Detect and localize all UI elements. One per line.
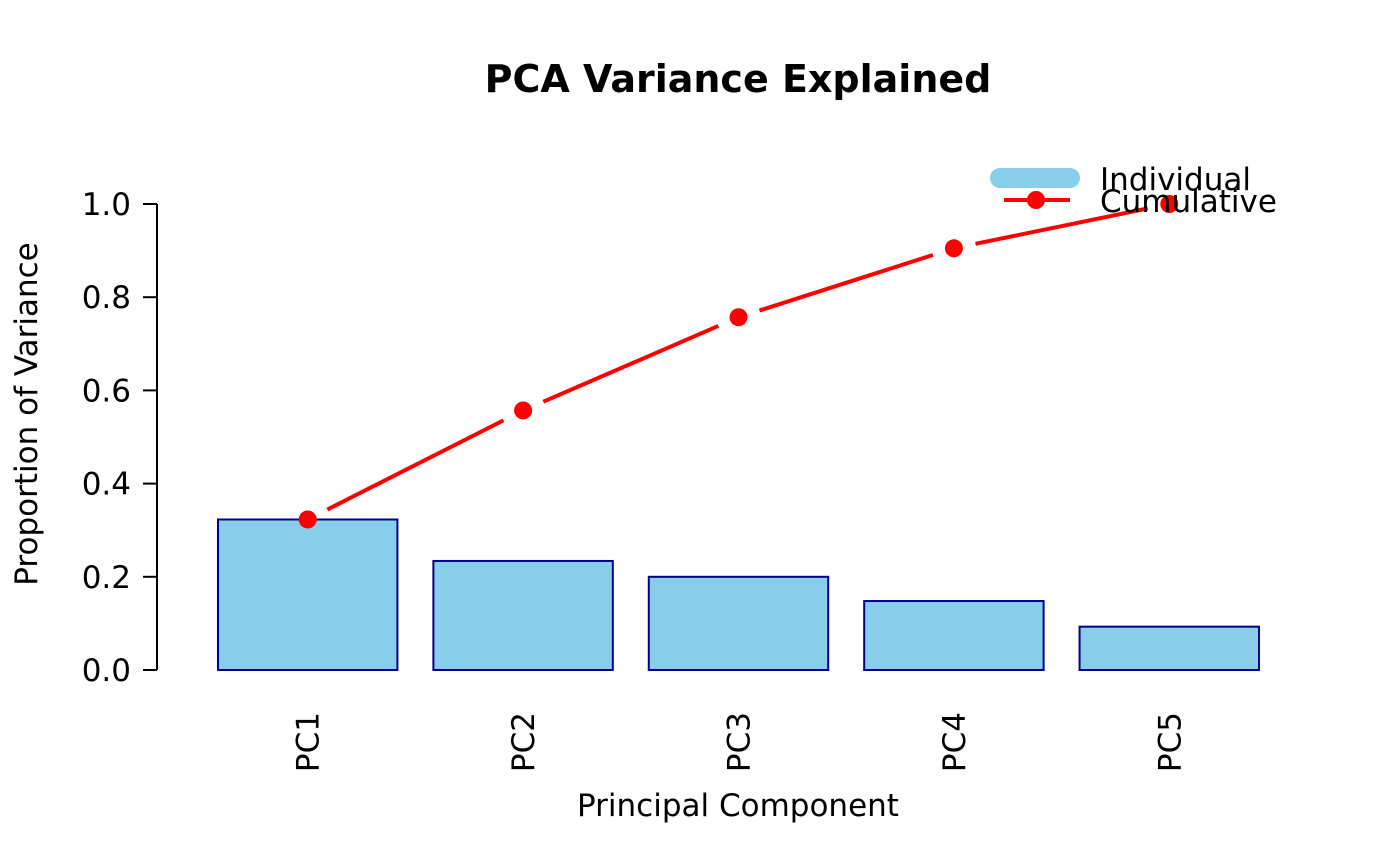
cumulative-segment — [326, 418, 505, 512]
y-tick-label: 0.0 — [82, 653, 131, 689]
y-tick-label: 1.0 — [82, 187, 131, 223]
bar-pc4 — [863, 600, 1045, 671]
legend-cumulative-label: Cumulative — [1100, 184, 1277, 220]
bar-pc3 — [647, 575, 830, 671]
y-tick-label: 0.2 — [82, 560, 131, 596]
cumulative-line-group — [298, 195, 1179, 529]
y-axis: 0.0 0.2 0.4 0.6 0.8 1.0 — [82, 187, 158, 689]
x-axis-label: Principal Component — [577, 788, 899, 824]
x-tick-labels: PC1 PC2 PC3 PC4 PC5 — [291, 712, 1189, 772]
cumulative-point-pc5 — [1160, 195, 1179, 213]
x-tick-label-pc2: PC2 — [506, 712, 542, 772]
bars-group — [216, 518, 1261, 671]
cumulative-segment — [975, 206, 1149, 246]
cumulative-point-pc4 — [944, 239, 963, 258]
cumulative-point-pc2 — [514, 401, 533, 420]
y-tick-label: 0.6 — [82, 373, 131, 409]
legend-individual-label: Individual — [1100, 162, 1251, 198]
bar-pc1 — [216, 518, 399, 671]
y-axis-label: Proportion of Variance — [9, 242, 45, 585]
cumulative-segment — [758, 253, 934, 313]
chart-title: PCA Variance Explained — [485, 57, 992, 101]
x-tick-label-pc1: PC1 — [291, 712, 327, 772]
x-tick-label-pc3: PC3 — [722, 712, 758, 772]
cumulative-point-pc1 — [298, 510, 317, 529]
y-tick-label: 0.4 — [82, 467, 131, 503]
bar-pc2 — [432, 559, 614, 671]
cumulative-point-pc3 — [729, 308, 748, 327]
legend: Individual Cumulative — [990, 162, 1277, 220]
bar-pc5 — [1078, 625, 1261, 671]
y-tick-label: 0.8 — [82, 280, 131, 316]
legend-cumulative-marker — [1027, 191, 1045, 209]
x-tick-label-pc4: PC4 — [937, 712, 973, 772]
x-tick-label-pc5: PC5 — [1152, 712, 1188, 772]
cumulative-segment — [542, 324, 720, 404]
